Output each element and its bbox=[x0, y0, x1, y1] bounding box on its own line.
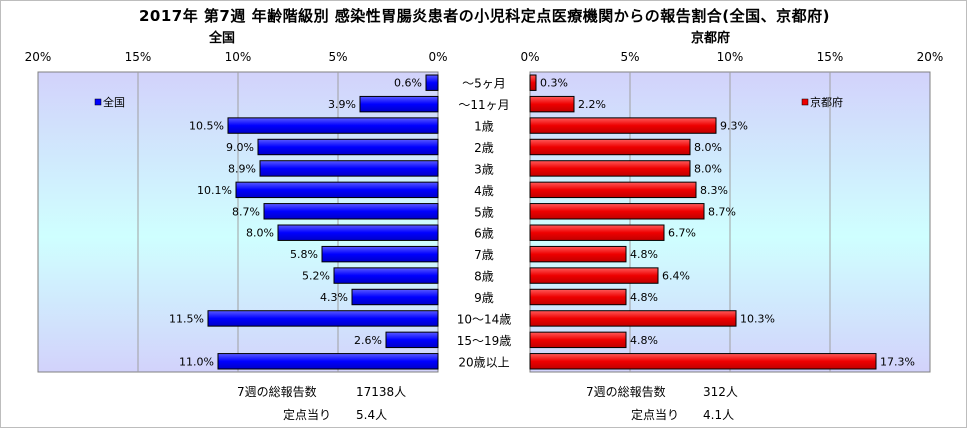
national-legend-label: 全国 bbox=[103, 95, 125, 109]
national-data-label: 5.8% bbox=[290, 248, 318, 261]
category-label: 7歳 bbox=[474, 248, 494, 262]
national-bar bbox=[227, 117, 439, 134]
national-bar bbox=[359, 95, 439, 113]
category-label: 15～19歳 bbox=[457, 334, 512, 348]
national-bar bbox=[333, 267, 439, 284]
national-xtick-label: 0% bbox=[428, 50, 447, 64]
kyoto-data-label: 0.3% bbox=[540, 77, 568, 90]
category-label: 5歳 bbox=[474, 205, 494, 219]
national-bar bbox=[321, 245, 439, 263]
national-data-label: 11.5% bbox=[169, 312, 204, 325]
national-data-label: 0.6% bbox=[394, 77, 422, 90]
kyoto-data-label: 8.0% bbox=[694, 162, 722, 175]
national-per-label: 定点当り bbox=[283, 408, 332, 422]
national-data-label: 9.0% bbox=[226, 141, 254, 154]
national-data-label: 8.0% bbox=[246, 227, 274, 240]
kyoto-legend-label: 京都府 bbox=[810, 95, 843, 109]
category-label: ～5ヶ月 bbox=[462, 77, 506, 91]
national-panel-title: 全国 bbox=[209, 31, 236, 46]
national-data-label: 8.9% bbox=[228, 162, 256, 175]
national-xtick-label: 15% bbox=[125, 50, 152, 64]
national-data-label: 8.7% bbox=[232, 205, 260, 218]
national-bar bbox=[217, 353, 439, 370]
kyoto-data-label: 8.3% bbox=[700, 184, 728, 197]
category-label: 8歳 bbox=[474, 270, 494, 284]
kyoto-data-label: 8.0% bbox=[694, 141, 722, 154]
kyoto-data-label: 8.7% bbox=[708, 205, 736, 218]
kyoto-bar bbox=[529, 353, 877, 370]
national-legend-swatch bbox=[94, 98, 102, 106]
kyoto-data-label: 17.3% bbox=[880, 355, 915, 368]
kyoto-xtick-label: 10% bbox=[717, 50, 744, 64]
kyoto-bar bbox=[529, 331, 627, 349]
national-bar bbox=[385, 331, 439, 349]
kyoto-bar bbox=[529, 224, 665, 241]
kyoto-bar bbox=[529, 245, 627, 263]
national-bar bbox=[263, 203, 439, 220]
kyoto-xtick-label: 20% bbox=[917, 50, 944, 64]
kyoto-total-value: 312人 bbox=[703, 385, 738, 399]
national-data-label: 11.0% bbox=[179, 355, 214, 368]
category-label: 2歳 bbox=[474, 141, 494, 155]
category-label: 3歳 bbox=[474, 162, 494, 176]
national-bar bbox=[207, 310, 439, 327]
national-data-label: 5.2% bbox=[302, 270, 330, 283]
category-label: 20歳以上 bbox=[458, 355, 509, 369]
national-total-value: 17138人 bbox=[356, 385, 407, 399]
category-label: 6歳 bbox=[474, 227, 494, 241]
kyoto-bar bbox=[529, 203, 705, 220]
category-label: 4歳 bbox=[474, 184, 494, 198]
national-data-label: 10.1% bbox=[197, 184, 232, 197]
kyoto-panel-title: 京都府 bbox=[691, 31, 731, 46]
kyoto-data-label: 2.2% bbox=[578, 98, 606, 111]
kyoto-data-label: 6.7% bbox=[668, 227, 696, 240]
category-label: ～11ヶ月 bbox=[458, 98, 509, 112]
kyoto-bar bbox=[529, 288, 627, 306]
national-xtick-label: 5% bbox=[328, 50, 347, 64]
national-data-label: 4.3% bbox=[320, 291, 348, 304]
national-bar bbox=[277, 224, 439, 241]
category-label: 10～14歳 bbox=[457, 312, 512, 326]
national-bar bbox=[425, 74, 439, 91]
national-bar bbox=[235, 181, 439, 199]
kyoto-per-label: 定点当り bbox=[631, 408, 680, 422]
national-per-value: 5.4人 bbox=[356, 408, 388, 422]
kyoto-bar bbox=[529, 117, 717, 134]
kyoto-xtick-label: 5% bbox=[620, 50, 639, 64]
national-bar bbox=[259, 160, 439, 177]
kyoto-bar bbox=[529, 95, 575, 113]
kyoto-bar bbox=[529, 310, 737, 327]
category-label: 9歳 bbox=[474, 291, 494, 305]
kyoto-data-label: 6.4% bbox=[662, 270, 690, 283]
national-bar bbox=[351, 288, 439, 306]
kyoto-legend-swatch bbox=[801, 98, 809, 106]
kyoto-data-label: 10.3% bbox=[740, 312, 775, 325]
kyoto-data-label: 9.3% bbox=[720, 120, 748, 133]
national-bar bbox=[257, 138, 439, 156]
national-data-label: 2.6% bbox=[354, 334, 382, 347]
national-total-label: 7週の総報告数 bbox=[237, 385, 317, 399]
kyoto-per-value: 4.1人 bbox=[703, 408, 735, 422]
kyoto-xtick-label: 15% bbox=[817, 50, 844, 64]
national-xtick-label: 10% bbox=[225, 50, 252, 64]
kyoto-bar bbox=[529, 181, 697, 199]
kyoto-xtick-label: 0% bbox=[520, 50, 539, 64]
kyoto-data-label: 4.8% bbox=[630, 248, 658, 261]
kyoto-data-label: 4.8% bbox=[630, 291, 658, 304]
kyoto-bar bbox=[529, 267, 659, 284]
kyoto-total-label: 7週の総報告数 bbox=[586, 385, 666, 399]
kyoto-bar bbox=[529, 74, 537, 91]
national-xtick-label: 20% bbox=[25, 50, 52, 64]
category-label: 1歳 bbox=[474, 120, 494, 134]
kyoto-data-label: 4.8% bbox=[630, 334, 658, 347]
national-data-label: 10.5% bbox=[189, 120, 224, 133]
national-data-label: 3.9% bbox=[328, 98, 356, 111]
kyoto-bar bbox=[529, 138, 691, 156]
chart-title: 2017年 第7週 年齢階級別 感染性胃腸炎患者の小児科定点医療機関からの報告割… bbox=[138, 7, 831, 25]
kyoto-bar bbox=[529, 160, 691, 177]
